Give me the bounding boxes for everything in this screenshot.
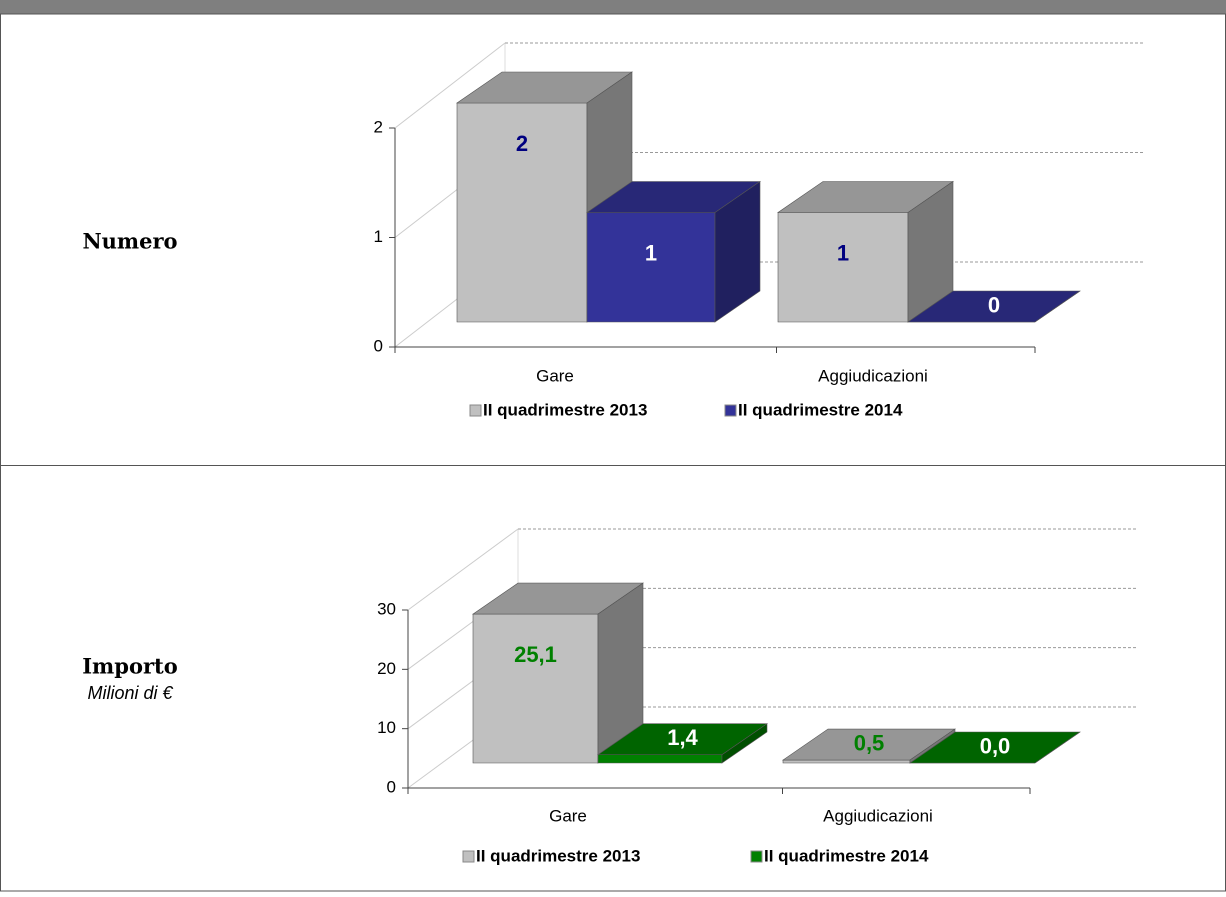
legend-swatch [750, 850, 763, 863]
legend-swatch [724, 404, 737, 417]
y-tick-label: 10 [377, 718, 396, 737]
row-unit: Milioni di € [87, 683, 173, 703]
header-bar [0, 0, 1226, 14]
bar-front [597, 754, 723, 764]
y-tick-label: 0 [387, 777, 396, 796]
bar [777, 180, 954, 323]
bar-front [777, 212, 909, 323]
legend-label: II quadrimestre 2014 [738, 400, 903, 419]
legend-label: II quadrimestre 2014 [764, 846, 929, 865]
bar-side [1034, 290, 1081, 323]
grid-diagonal [394, 42, 506, 129]
bar-front [586, 212, 716, 323]
x-tick-label: Aggiudicazioni [818, 366, 928, 385]
bar [909, 731, 1081, 764]
data-label: 2 [516, 131, 528, 156]
y-tick-label: 2 [374, 117, 383, 136]
y-tick-label: 20 [377, 659, 396, 678]
x-tick-label: Aggiudicazioni [823, 806, 933, 825]
x-tick-label: Gare [549, 806, 587, 825]
data-label: 0,5 [854, 730, 885, 755]
bar-side [714, 180, 761, 323]
bar-side [721, 723, 768, 764]
grid-diagonal [407, 528, 519, 611]
data-label: 0 [988, 292, 1000, 317]
bar-front [472, 613, 599, 764]
y-tick-label: 1 [374, 227, 383, 246]
bar [597, 723, 768, 764]
y-tick-label: 30 [377, 599, 396, 618]
bar [782, 728, 956, 764]
data-label: 1 [645, 240, 657, 265]
y-tick-label: 0 [374, 336, 383, 355]
data-label: 25,1 [514, 642, 557, 667]
bar-side [1034, 731, 1081, 764]
bar-front [782, 759, 911, 764]
data-label: 1 [837, 240, 849, 265]
legend-label: II quadrimestre 2013 [483, 400, 647, 419]
legend-label: II quadrimestre 2013 [476, 846, 640, 865]
data-label: 1,4 [667, 725, 698, 750]
bar [907, 290, 1081, 323]
row-label: Importo [82, 654, 178, 679]
legend-swatch [462, 850, 475, 863]
bar [586, 180, 761, 323]
x-tick-label: Gare [536, 366, 574, 385]
row-label: Numero [82, 229, 177, 254]
legend-swatch [469, 404, 482, 417]
bar [472, 582, 644, 764]
data-label: 0,0 [980, 733, 1011, 758]
